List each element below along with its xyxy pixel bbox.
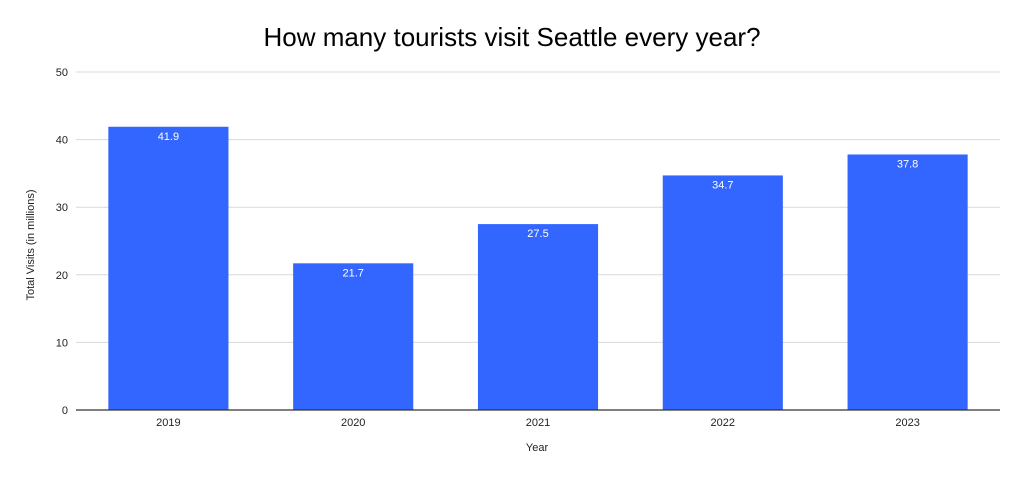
data-label-2023: 37.8: [897, 158, 918, 170]
y-tick-label: 50: [56, 67, 68, 79]
bars: [108, 126, 968, 411]
bar-2021: [477, 224, 599, 410]
x-axis-title: Year: [526, 442, 549, 454]
x-tick-label-2022: 2022: [711, 417, 735, 429]
bar-2019: [108, 126, 229, 411]
x-tick-label-2023: 2023: [895, 417, 919, 429]
data-labels: 41.9 21.7 27.5 34.7 37.8: [158, 131, 919, 280]
x-tick-label-2020: 2020: [341, 417, 365, 429]
chart-title: How many tourists visit Seattle every ye…: [263, 22, 760, 52]
data-label-2021: 27.5: [527, 228, 548, 240]
data-label-2022: 34.7: [712, 179, 733, 191]
x-tick-label-2019: 2019: [156, 417, 180, 429]
y-axis-ticks: 0 10 20 30 40 50: [56, 67, 68, 417]
bar-2020: [293, 263, 414, 410]
gridlines: [76, 71, 1000, 343]
y-axis-title: Total Visits (in millions): [25, 189, 37, 300]
y-tick-label: 20: [56, 270, 68, 282]
y-tick-label: 0: [62, 405, 68, 417]
y-tick-label: 10: [56, 337, 68, 349]
x-tick-label-2021: 2021: [526, 417, 550, 429]
x-axis-ticks: 2019 2020 2021 2022 2023: [156, 417, 920, 429]
bar-2023: [847, 154, 968, 410]
y-tick-label: 40: [56, 135, 68, 147]
data-label-2020: 21.7: [342, 267, 363, 279]
bar-2022: [662, 175, 783, 410]
y-tick-label: 30: [56, 202, 68, 214]
data-label-2019: 41.9: [158, 131, 179, 143]
